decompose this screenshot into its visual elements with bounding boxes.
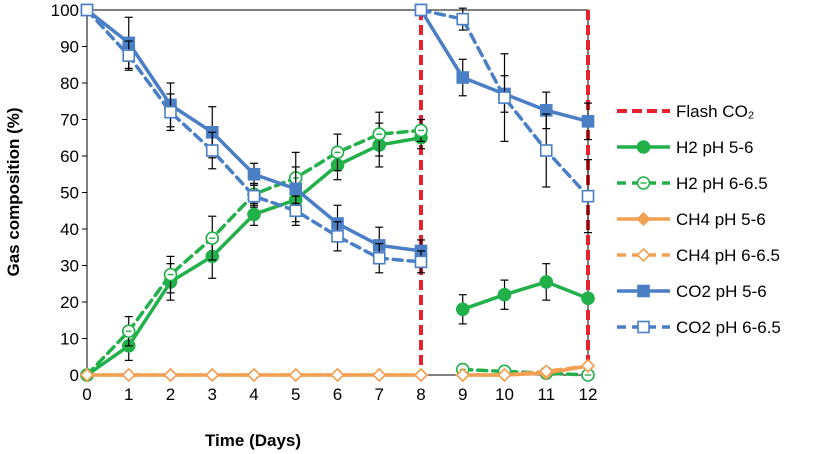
data-point xyxy=(497,287,512,302)
data-point xyxy=(247,189,261,203)
data-point xyxy=(163,267,178,282)
legend-item: H2 pH 6-6.5 xyxy=(617,174,768,193)
data-point xyxy=(205,367,220,383)
data-point xyxy=(539,144,553,157)
legend-label: Flash CO₂ xyxy=(676,102,754,121)
legend-item: H2 pH 5-6 xyxy=(617,138,753,157)
x-tick-label: 4 xyxy=(249,385,258,404)
x-tick-label: 12 xyxy=(579,385,598,404)
legend-label: CH4 pH 5-6 xyxy=(676,210,766,229)
data-point xyxy=(247,167,261,181)
data-point xyxy=(121,324,136,339)
data-point xyxy=(330,367,345,383)
x-tick-label: 3 xyxy=(208,385,217,404)
series-line-ch4-ph-6-6-5 xyxy=(461,364,590,377)
data-point xyxy=(581,115,595,128)
series-h2-ph-5-6 xyxy=(80,122,595,382)
series-co2-ph-6-6-5 xyxy=(80,3,595,274)
data-point xyxy=(455,302,470,317)
data-point xyxy=(331,230,344,243)
data-point xyxy=(455,367,470,383)
data-point xyxy=(372,367,387,383)
x-tick-label: 7 xyxy=(375,385,384,404)
data-point xyxy=(539,275,554,289)
legend-swatch-marker xyxy=(636,176,651,190)
y-tick-label: 30 xyxy=(60,257,79,276)
legend-swatch-marker xyxy=(636,140,651,154)
y-tick-label: 80 xyxy=(60,74,79,93)
data-point xyxy=(289,182,303,196)
data-point xyxy=(205,231,220,245)
legend: Flash CO₂ H2 pH 5-6 H2 pH 6-6.5 CH4 pH 5-6 C… xyxy=(617,102,781,337)
data-point xyxy=(413,367,429,383)
data-point xyxy=(80,3,94,17)
data-point xyxy=(414,3,428,17)
plot-area-border xyxy=(86,9,589,376)
legend-item: Flash CO₂ xyxy=(617,102,754,121)
legend-swatch-marker xyxy=(637,320,650,334)
data-point xyxy=(372,127,387,141)
data-point xyxy=(581,291,595,306)
x-tick-label: 2 xyxy=(166,385,175,404)
y-tick-label: 0 xyxy=(70,366,79,385)
data-point xyxy=(205,144,219,157)
data-point xyxy=(163,367,178,383)
y-tick-label: 90 xyxy=(60,38,79,57)
series-group xyxy=(79,3,596,383)
data-point xyxy=(456,12,470,26)
y-axis-title: Gas composition (%) xyxy=(4,107,23,276)
legend-swatch-marker xyxy=(637,284,650,298)
x-tick-label: 8 xyxy=(416,385,425,404)
x-tick-label: 11 xyxy=(537,385,555,404)
y-tick-label: 50 xyxy=(60,184,79,203)
legend-swatch-marker xyxy=(636,211,651,227)
series-ch4-ph-6-6-5 xyxy=(79,358,596,383)
series-line-h2-ph-5-6 xyxy=(461,280,590,312)
legend-item: CH4 pH 5-6 xyxy=(617,210,766,229)
y-tick-label: 20 xyxy=(60,293,79,312)
legend-label: H2 pH 6-6.5 xyxy=(676,174,768,193)
data-point xyxy=(164,105,177,119)
x-tick-label: 10 xyxy=(495,385,514,404)
y-tick-label: 40 xyxy=(60,220,79,239)
data-point xyxy=(288,367,303,383)
data-point xyxy=(497,367,512,383)
x-axis-title: Time (Days) xyxy=(205,431,301,450)
x-tick-label: 0 xyxy=(82,385,91,404)
data-point xyxy=(414,123,428,138)
legend-label: CO2 pH 6-6.5 xyxy=(676,318,781,337)
data-point xyxy=(414,255,428,269)
data-point xyxy=(580,358,596,374)
data-point xyxy=(581,368,595,382)
data-point xyxy=(246,367,262,383)
y-tick-label: 60 xyxy=(60,147,79,166)
data-point xyxy=(79,367,95,383)
x-tick-label: 6 xyxy=(333,385,342,404)
y-tick-label: 10 xyxy=(60,330,79,349)
data-point xyxy=(539,364,554,379)
legend-label: H2 pH 5-6 xyxy=(676,138,753,157)
data-point xyxy=(247,207,261,222)
y-tick-label: 100 xyxy=(51,1,79,20)
data-point xyxy=(289,204,303,218)
legend-swatch-marker xyxy=(636,247,651,263)
data-point xyxy=(581,189,595,203)
x-tick-label: 9 xyxy=(458,385,467,404)
data-point xyxy=(498,91,511,104)
data-point xyxy=(122,49,136,62)
data-point xyxy=(372,251,386,265)
y-tick-label: 70 xyxy=(60,111,79,130)
x-tick-label: 5 xyxy=(291,385,300,404)
data-point xyxy=(121,367,136,383)
legend-item: CO2 pH 5-6 xyxy=(617,282,767,301)
data-point xyxy=(330,145,345,160)
data-point xyxy=(456,71,470,84)
legend-label: CO2 pH 5-6 xyxy=(676,282,767,301)
legend-item: CH4 pH 6-6.5 xyxy=(617,246,780,265)
legend-item: CO2 pH 6-6.5 xyxy=(617,318,781,337)
x-tick-label: 1 xyxy=(124,385,133,404)
series-line-co2-ph-6-6-5 xyxy=(419,8,590,198)
legend-label: CH4 pH 6-6.5 xyxy=(676,246,780,265)
